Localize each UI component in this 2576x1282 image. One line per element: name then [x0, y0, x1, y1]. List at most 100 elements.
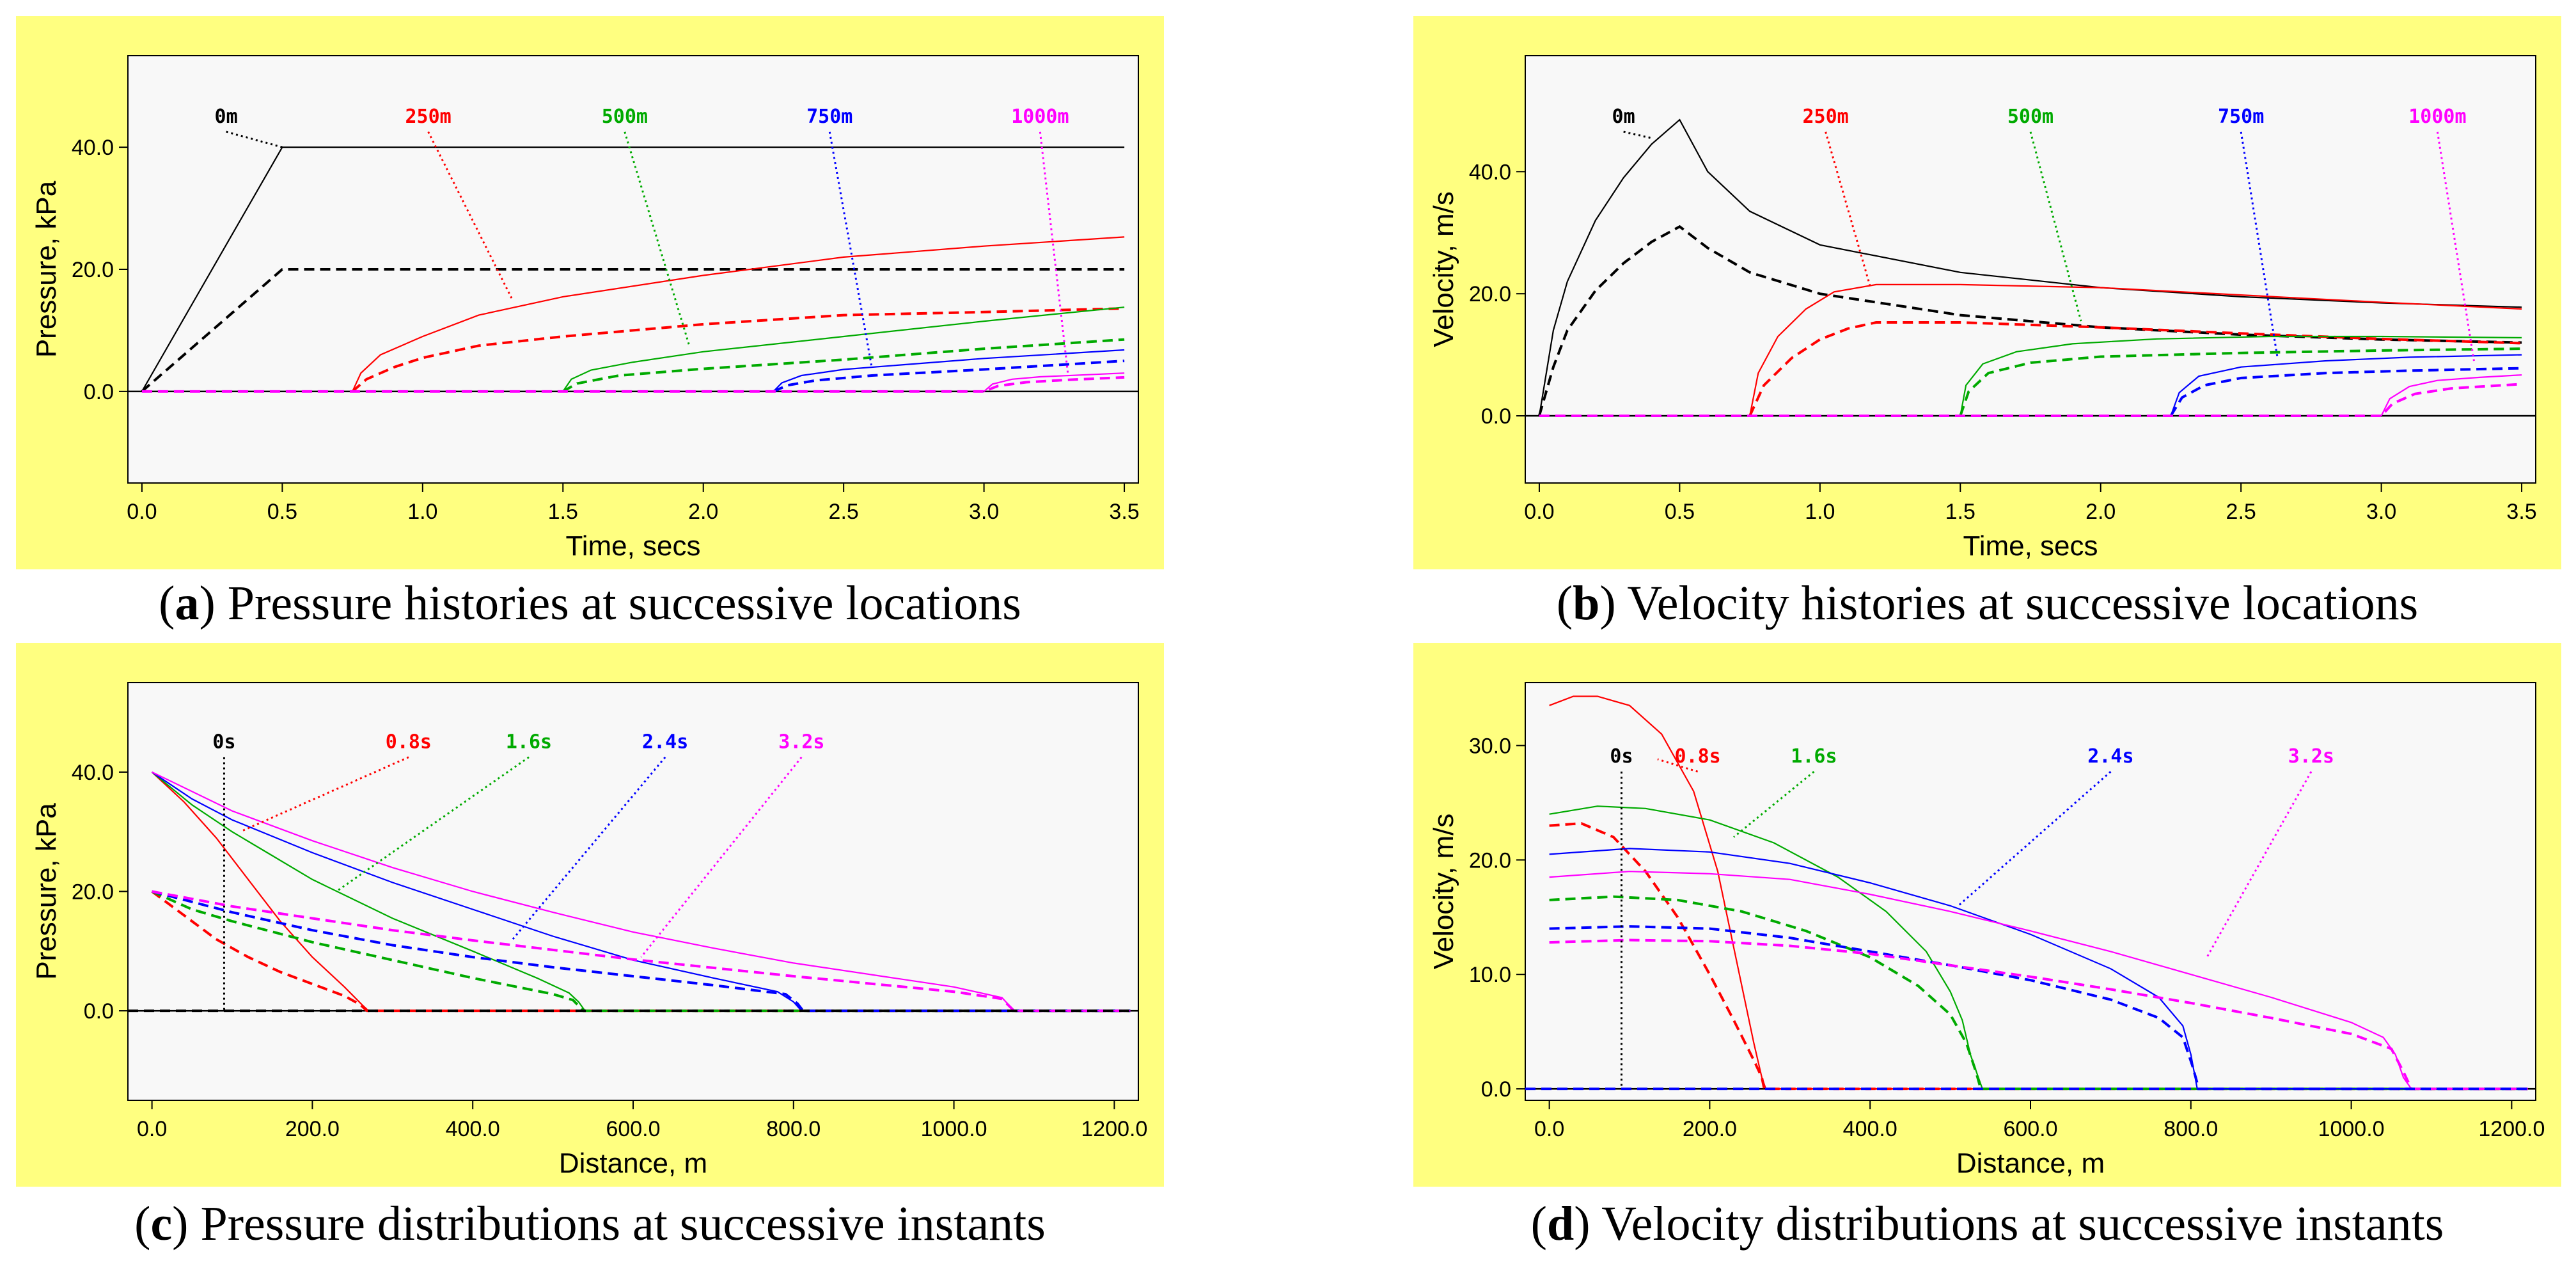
y-tick-label-d-2: 20.0	[1469, 848, 1511, 873]
series-line-b-2	[1749, 283, 2522, 416]
x-tick-label-a-1: 0.5	[267, 500, 297, 524]
plot-area-c	[127, 682, 1139, 1101]
series-label-c-4: 3.2s	[778, 731, 824, 754]
caption-a-text: Pressure histories at successive locatio…	[215, 576, 1021, 630]
caption-a: (a) Pressure histories at successive loc…	[159, 576, 1021, 630]
y-tick-label-a-0: 0.0	[84, 380, 114, 404]
x-tick-label-a-5: 2.5	[829, 500, 859, 524]
series-line-a-6	[773, 349, 1125, 392]
x-axis-label-b: Time, secs	[1963, 530, 2098, 562]
series-label-b-3: 750m	[2218, 106, 2264, 128]
x-tick-label-a-6: 3.0	[969, 500, 999, 524]
x-tick-label-b-5: 2.5	[2226, 500, 2256, 524]
x-tick-label-b-0: 0.0	[1524, 500, 1554, 524]
x-tick-label-a-2: 1.0	[407, 500, 437, 524]
y-tick-label-b-0: 0.0	[1481, 404, 1511, 429]
y-tick-label-c-0: 0.0	[84, 999, 114, 1024]
y-tick-label-c-2: 40.0	[72, 761, 114, 785]
caption-b: (b) Velocity histories at successive loc…	[1556, 576, 2419, 630]
series-line-a-3	[351, 307, 1125, 393]
series-line-c-7	[152, 890, 1131, 1013]
leader-line-a-3	[828, 131, 873, 367]
y-tick-label-a-1: 20.0	[72, 258, 114, 282]
x-tick-label-d-0: 0.0	[1534, 1117, 1564, 1141]
x-tick-label-c-3: 600.0	[606, 1117, 660, 1141]
chart-panel-a: 0.0 0.5 1.0 1.5 2.0 2.5 3.0 3.5 0.0 20.0 40.0 Time,…	[16, 16, 1164, 569]
series-line-b-0	[1538, 118, 2522, 416]
y-tick-label-b-1: 20.0	[1469, 282, 1511, 306]
y-tick-label-d-3: 30.0	[1469, 734, 1511, 758]
series-label-b-0: 0m	[1612, 106, 1635, 128]
series-line-d-5	[1549, 925, 2528, 1091]
series-line-c-1	[151, 890, 1131, 1013]
leader-line-c-3	[512, 756, 666, 940]
series-line-c-4	[151, 771, 1131, 1012]
series-line-a-0	[141, 146, 1125, 392]
series-line-d-3	[1549, 895, 2528, 1091]
series-label-a-1: 250m	[405, 106, 451, 128]
y-axis-label-a: Pressure, kPa	[31, 180, 62, 358]
caption-b-letter: b	[1573, 576, 1600, 630]
x-tick-label-d-5: 1000.0	[2318, 1117, 2385, 1141]
x-tick-label-d-2: 400.0	[1843, 1117, 1897, 1141]
x-tick-label-d-1: 200.0	[1683, 1117, 1737, 1141]
leader-line-b-1	[1825, 131, 1872, 289]
chart-panel-b: 0.0 0.5 1.0 1.5 2.0 2.5 3.0 3.5 0.0 20.0 40.0 Time,…	[1413, 16, 2561, 569]
series-line-a-9	[141, 376, 1125, 393]
x-tick-label-b-1: 0.5	[1665, 500, 1695, 524]
y-tick-label-c-1: 20.0	[72, 880, 114, 905]
x-tick-label-c-5: 1000.0	[921, 1117, 987, 1141]
series-line-c-2	[151, 772, 1131, 1012]
series-line-a-1	[141, 268, 1125, 393]
x-tick-label-a-3: 1.5	[548, 500, 578, 524]
series-label-c-3: 2.4s	[642, 731, 688, 754]
chart-panel-d: 0.0 200.0 400.0 600.0 800.0 1000.0 1200.0 0.0 10…	[1413, 643, 2561, 1187]
y-tick-label-d-1: 10.0	[1469, 963, 1511, 987]
series-label-a-3: 750m	[806, 106, 852, 128]
series-line-b-1	[1537, 225, 2522, 416]
x-tick-label-c-4: 800.0	[766, 1117, 821, 1141]
x-axis-label-c: Distance, m	[559, 1148, 707, 1179]
series-line-a-8	[983, 372, 1125, 392]
caption-b-text: Velocity histories at successive locatio…	[1615, 576, 2419, 630]
caption-c: (c) Pressure distributions at successive…	[134, 1197, 1046, 1251]
leader-line-d-3	[1958, 771, 2112, 906]
series-line-c-5	[152, 890, 1131, 1013]
series-label-d-1: 0.8s	[1674, 745, 1720, 768]
series-line-b-8	[2380, 374, 2522, 416]
x-tick-label-c-0: 0.0	[137, 1117, 167, 1141]
x-tick-label-a-0: 0.0	[127, 500, 157, 524]
x-tick-label-b-7: 3.5	[2506, 500, 2536, 524]
leader-line-d-2	[1733, 771, 1815, 838]
caption-a-letter: a	[175, 576, 200, 630]
series-label-b-1: 250m	[1802, 106, 1848, 128]
series-label-a-0: 0m	[215, 106, 238, 128]
x-tick-label-d-3: 600.0	[2003, 1117, 2057, 1141]
series-label-a-4: 1000m	[1011, 106, 1069, 128]
series-label-d-4: 3.2s	[2288, 745, 2334, 768]
series-label-d-3: 2.4s	[2087, 745, 2133, 768]
chart-a-svg: 0.0 0.5 1.0 1.5 2.0 2.5 3.0 3.5 0.0 20.0 40.0 Time,…	[31, 55, 1140, 562]
series-line-b-9	[1539, 383, 2522, 417]
series-label-c-2: 1.6s	[506, 731, 552, 754]
y-axis-label-b: Velocity, m/s	[1428, 191, 1459, 347]
caption-d-letter: d	[1546, 1197, 1575, 1251]
x-tick-label-c-6: 1200.0	[1081, 1117, 1147, 1141]
series-line-a-4	[562, 306, 1125, 392]
series-line-a-7	[773, 360, 1125, 393]
series-label-d-2: 1.6s	[1791, 745, 1837, 768]
leader-line-c-2	[336, 756, 530, 892]
series-line-b-4	[1959, 335, 2522, 416]
chart-panel-c: 0.0 200.0 400.0 600.0 800.0 1000.0 1200.0 0.0 20…	[16, 643, 1164, 1187]
caption-c-letter: c	[150, 1197, 173, 1251]
series-label-c-0: 0s	[212, 731, 235, 754]
chart-c-svg: 0.0 200.0 400.0 600.0 800.0 1000.0 1200.0 0.0 20…	[31, 682, 1147, 1179]
x-tick-label-b-2: 1.0	[1805, 500, 1835, 524]
x-tick-label-b-6: 3.0	[2366, 500, 2396, 524]
x-tick-label-a-4: 2.0	[688, 500, 718, 524]
series-line-d-1	[1549, 822, 2528, 1091]
x-tick-label-d-6: 1200.0	[2478, 1117, 2545, 1141]
y-axis-label-d: Velocity, m/s	[1428, 814, 1459, 970]
series-label-b-2: 500m	[2007, 106, 2054, 128]
series-line-d-2	[1549, 805, 2528, 1090]
